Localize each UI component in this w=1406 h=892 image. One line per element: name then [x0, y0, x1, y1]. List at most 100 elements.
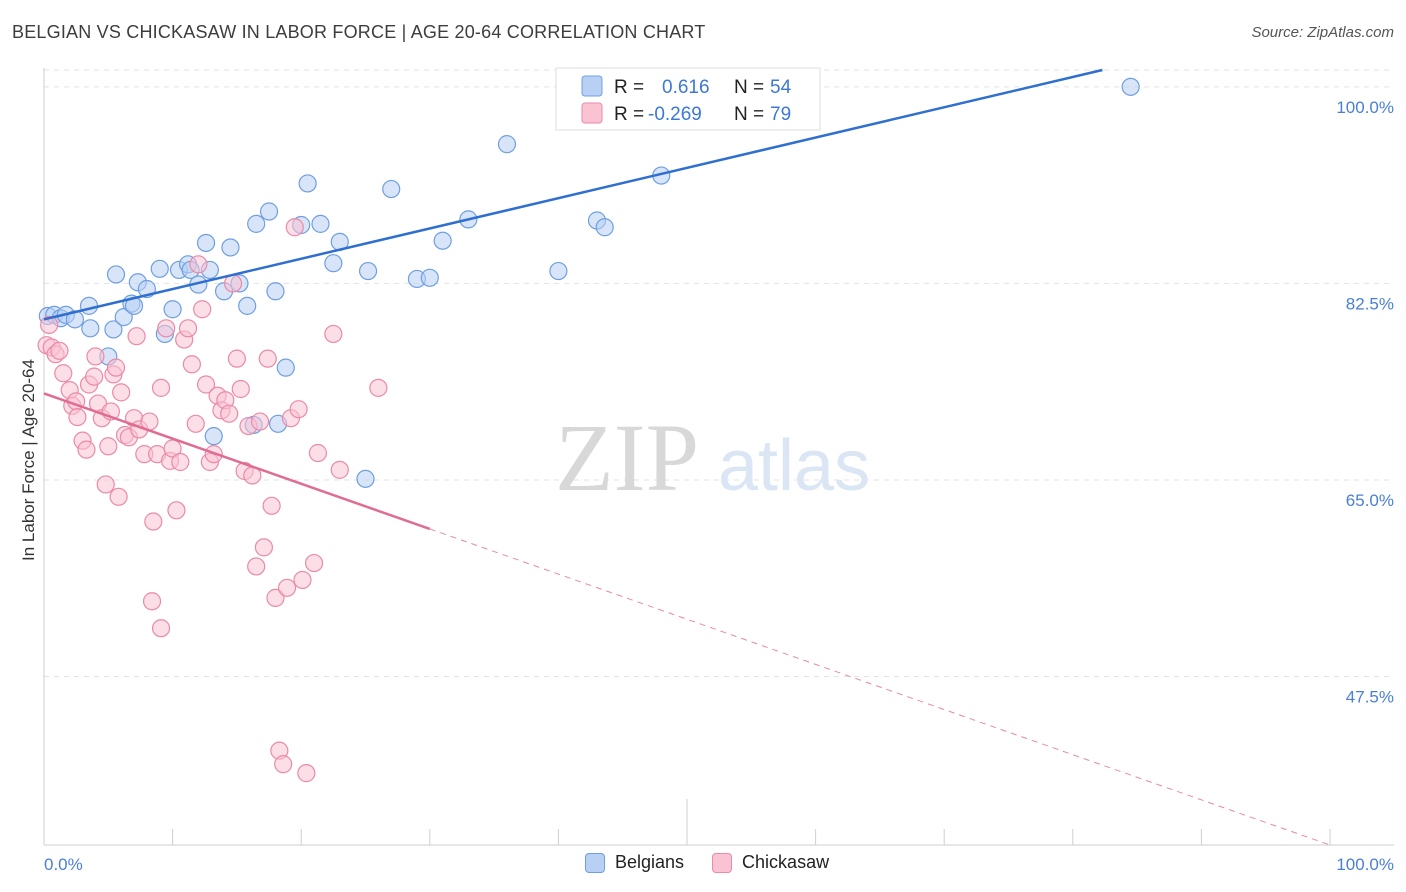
belgians-point [266, 282, 285, 301]
chickasaw-point [68, 407, 87, 427]
belgians-point [1121, 77, 1140, 96]
belgians-swatch [585, 852, 605, 873]
chickasaw-point [86, 347, 105, 366]
belgians-point [358, 261, 378, 281]
legend-n-value-chickasaw: 79 [770, 104, 791, 125]
belgians-point [298, 174, 317, 193]
belgians-point [221, 238, 240, 257]
trend-lines [43, 68, 1331, 846]
chickasaw-point [262, 496, 281, 515]
chickasaw-point [96, 475, 115, 494]
y-axis-title: In Labor Force | Age 20-64 [19, 359, 38, 561]
legend-item-chickasaw: Chickasaw [712, 852, 829, 873]
x-tick-label-max: 100.0% [1336, 855, 1394, 874]
chickasaw-trend-line [43, 392, 431, 531]
legend-n-label: N = [734, 77, 764, 98]
belgians-point [104, 320, 123, 339]
belgians-point [163, 300, 182, 319]
chickasaw-point [330, 460, 349, 479]
chickasaw-point [193, 300, 212, 319]
chickasaw-point [151, 378, 171, 397]
legend-n-value-belgians: 54 [770, 77, 792, 98]
legend-swatch-belgians [581, 75, 603, 97]
legend-label-belgians: Belgians [615, 852, 685, 872]
belgians-point [204, 427, 223, 446]
chickasaw-point [77, 440, 96, 459]
chickasaw-point [247, 557, 266, 576]
y-tick-labels: 100.0% 82.5% 65.0% 47.5% [1336, 98, 1394, 707]
chickasaw-point [109, 487, 128, 506]
belgians-point [382, 179, 401, 199]
series-legend: Belgians Chickasaw [585, 852, 829, 873]
chickasaw-point [304, 553, 324, 573]
chickasaw-point [182, 355, 201, 374]
legend-r-value-chickasaw: -0.269 [648, 104, 702, 125]
chickasaw-point [151, 619, 171, 638]
chickasaw-point [167, 501, 186, 520]
chickasaw-point [293, 570, 312, 590]
belgians-point [259, 202, 279, 221]
legend-r-label: R = [614, 104, 644, 125]
belgians-point [420, 268, 439, 287]
chickasaw-point [112, 383, 131, 402]
belgians-point [81, 319, 100, 338]
chickasaw-point [369, 378, 388, 397]
chart-title: BELGIAN VS CHICKASAW IN LABOR FORCE | AG… [12, 22, 706, 42]
legend-swatch-chickasaw [581, 102, 603, 124]
watermark-zip: ZIP [555, 404, 699, 511]
legend-label-chickasaw: Chickasaw [742, 852, 830, 872]
watermark-atlas: atlas [718, 426, 870, 506]
data-points [37, 77, 1140, 783]
belgians-point [276, 358, 295, 377]
belgians-point [549, 261, 568, 281]
chickasaw-point [144, 512, 163, 531]
chickasaw-point [106, 358, 126, 377]
belgians-trend-line [43, 68, 1103, 321]
chickasaw-point [142, 592, 162, 611]
chickasaw-swatch [712, 852, 733, 873]
legend-r-value-belgians: 0.616 [662, 77, 710, 98]
chickasaw-point [274, 755, 293, 774]
chickasaw-point [220, 404, 239, 423]
belgians-point [238, 296, 257, 315]
y-tick-label: 47.5% [1346, 688, 1394, 707]
correlation-legend: R = 0.616 N = 54 R = -0.269 N = 79 [555, 67, 821, 131]
chickasaw-point [40, 315, 59, 335]
chickasaw-point [50, 341, 69, 360]
belgians-point [311, 214, 330, 233]
chickasaw-point [186, 414, 205, 433]
axes [43, 68, 1394, 846]
chickasaw-point [157, 319, 176, 338]
chickasaw-point [189, 255, 208, 274]
belgians-point [79, 296, 99, 315]
chickasaw-point [250, 412, 270, 431]
chickasaw-point [99, 437, 118, 456]
chickasaw-point [178, 319, 198, 338]
legend-r-label: R = [614, 77, 644, 98]
chickasaw-point [196, 375, 216, 394]
chickasaw-point [297, 764, 316, 783]
y-tick-label: 65.0% [1346, 491, 1394, 510]
belgians-point [247, 214, 266, 233]
y-tick-label: 100.0% [1336, 98, 1394, 117]
belgians-point [433, 231, 452, 250]
legend-item-belgians: Belgians [585, 852, 684, 873]
belgians-point [150, 259, 169, 278]
belgians-point [595, 218, 614, 237]
chickasaw-point [289, 400, 308, 419]
chickasaw-point [171, 452, 190, 472]
chickasaw-point [285, 218, 304, 237]
belgians-point [196, 233, 216, 253]
x-tick-label-min: 0.0% [44, 855, 83, 874]
chickasaw-point [266, 588, 285, 607]
chickasaw-point [163, 439, 182, 458]
legend-n-label: N = [734, 104, 764, 125]
chickasaw-point [258, 349, 277, 368]
chickasaw-trend-extension [429, 528, 1331, 846]
chickasaw-point [85, 367, 104, 386]
chickasaw-point [127, 327, 146, 346]
chickasaw-point [277, 578, 297, 597]
chickasaw-point [231, 379, 250, 399]
belgians-point [356, 469, 375, 488]
